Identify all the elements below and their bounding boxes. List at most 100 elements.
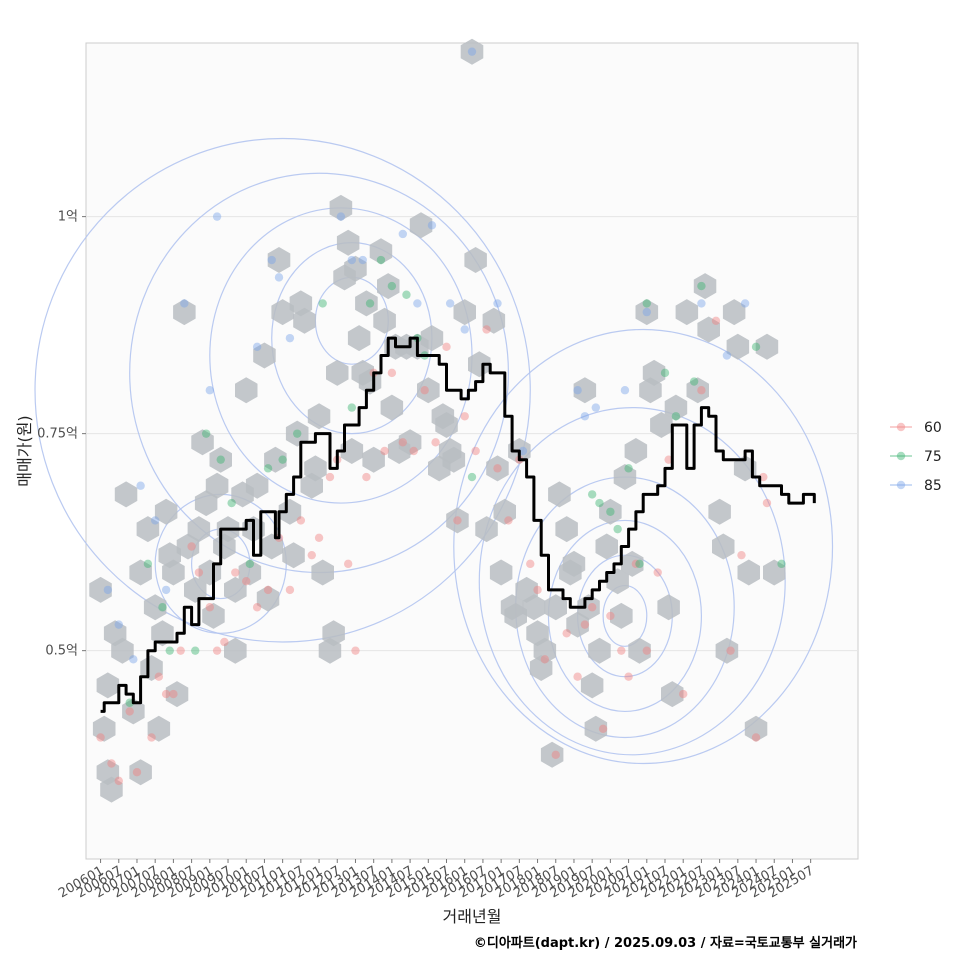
hexbin-cell (726, 333, 750, 360)
data-point-60 (132, 767, 142, 777)
data-point-60 (114, 776, 123, 786)
hexbin-cell (435, 412, 458, 438)
data-point-60 (205, 603, 215, 612)
hexbin-cell (584, 715, 608, 742)
hexbin-cell (96, 672, 120, 699)
data-point-60 (598, 724, 608, 733)
data-point-60 (624, 672, 633, 681)
hexbin-cell (147, 715, 171, 742)
hexbin-cell (347, 325, 371, 352)
hexbin-cell (304, 455, 327, 482)
data-point-60 (580, 620, 590, 629)
hexbin-cell (708, 498, 731, 525)
data-point-60 (125, 707, 134, 716)
hexbin-cell (140, 655, 163, 681)
hexbin-cell (642, 359, 666, 386)
hexbin-cell (151, 620, 174, 647)
data-point-85 (252, 342, 262, 352)
hexbin-cell (191, 429, 214, 456)
hexbin-cell (489, 559, 513, 586)
legend-swatch-point (896, 422, 906, 432)
hexbin-cell (209, 446, 232, 473)
hexbin-cell (650, 412, 673, 438)
data-point-60 (711, 316, 721, 325)
legend-label: 60 (924, 420, 942, 436)
data-point-60 (362, 472, 371, 482)
hexbin-cell (675, 299, 699, 326)
data-point-75 (624, 464, 633, 473)
hexbin-cell (369, 238, 393, 265)
data-point-85 (467, 47, 477, 56)
data-point-60 (307, 550, 316, 560)
data-point-75 (467, 472, 477, 482)
legend-swatch-point (896, 480, 906, 490)
data-point-85 (180, 299, 189, 308)
data-point-85 (413, 299, 422, 308)
data-point-60 (759, 472, 768, 482)
hexbin-cell (129, 559, 152, 586)
data-point-60 (325, 472, 335, 482)
data-point-85 (274, 273, 284, 282)
data-point-75 (671, 412, 681, 421)
hexbin-cell (635, 299, 659, 326)
hexbin-cell (129, 759, 152, 786)
hexbin-cell (202, 602, 225, 629)
hexbin-cell (755, 333, 779, 360)
hexbin-cell (533, 637, 557, 664)
hexbin-cell (362, 446, 385, 473)
data-point-60 (176, 646, 185, 655)
hexbin-cell (194, 490, 218, 517)
data-point-60 (351, 646, 360, 655)
data-point-60 (96, 733, 105, 742)
hexbin-cell (245, 472, 269, 499)
data-point-75 (278, 455, 287, 464)
hexbin-cell (377, 273, 400, 300)
data-point-85 (103, 585, 113, 595)
hexbin-cell (165, 681, 189, 708)
hexbin-cell (340, 438, 364, 464)
data-point-75 (165, 646, 174, 655)
data-point-85 (642, 307, 651, 317)
data-point-75 (587, 490, 597, 499)
data-point-60 (737, 550, 746, 560)
data-point-60 (551, 750, 560, 760)
data-point-60 (169, 689, 178, 699)
hexbin-cell (566, 611, 589, 638)
data-point-60 (161, 689, 171, 699)
hexbin-cell (271, 299, 294, 326)
hexbin-cell (544, 594, 567, 621)
density-contour (34, 137, 531, 643)
hexbin-cell (562, 550, 586, 577)
hexbin-cell (176, 533, 200, 560)
hexbin-cell (409, 212, 433, 239)
data-point-60 (220, 637, 229, 647)
trend-line (100, 336, 816, 713)
hexbin-cell (329, 194, 353, 221)
data-point-60 (263, 585, 273, 595)
data-point-75 (293, 429, 302, 438)
data-point-60 (540, 655, 550, 664)
hexbin-cell (285, 420, 309, 447)
data-point-60 (526, 559, 535, 569)
legend: 60 75 85 (890, 420, 942, 494)
hexbin-layer (89, 38, 786, 803)
hexbin-cell (326, 359, 349, 386)
hexbin-cell (417, 377, 440, 404)
data-point-60 (679, 689, 688, 699)
hexbin-cell (154, 498, 178, 525)
data-point-85 (129, 655, 138, 664)
data-point-75 (347, 403, 357, 412)
data-point-60 (751, 733, 761, 742)
data-point-60 (573, 672, 582, 681)
hexbin-cell (493, 498, 516, 525)
hexbin-cell (460, 38, 484, 65)
data-point-85 (347, 255, 357, 265)
hexbin-cell (293, 307, 316, 334)
hexbin-cell (621, 550, 644, 577)
data-point-60 (587, 603, 597, 612)
hexbin-cell (184, 576, 207, 603)
hexbin-cell (661, 681, 684, 708)
data-point-75 (263, 464, 273, 473)
data-point-85 (267, 255, 276, 265)
data-point-60 (493, 464, 502, 473)
